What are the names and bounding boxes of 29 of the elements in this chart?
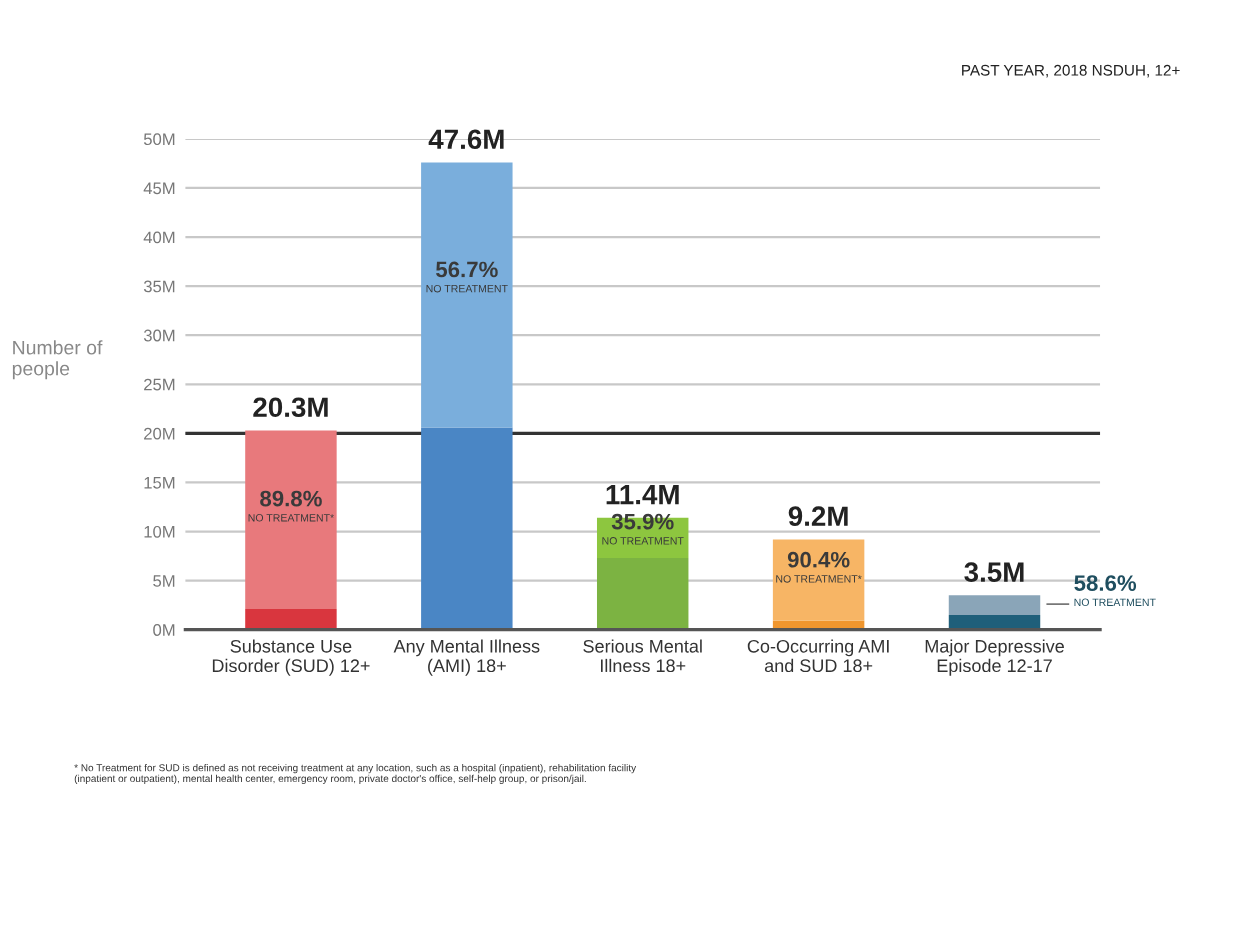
- y-tick-label: 30M: [143, 329, 175, 342]
- y-tick-label: 35M: [143, 280, 175, 293]
- y-tick-label: 50M: [143, 133, 175, 146]
- total-label: 11.4M: [606, 485, 679, 505]
- y-tick-label: 25M: [144, 378, 175, 391]
- x-tick-label: Serious Mental Illness 18+: [583, 639, 702, 673]
- y-tick-label: 5M: [153, 575, 175, 587]
- y-tick-label: 0M: [153, 624, 175, 636]
- total-label: 47.6M: [428, 129, 504, 150]
- bar: [772, 539, 865, 621]
- y-tick-label: 20M: [144, 427, 175, 440]
- total-label: 3.5M: [964, 562, 1024, 583]
- x-tick-label: Co-Occurring AMI and SUD 18+: [747, 639, 889, 673]
- total-label: 20.3M: [253, 397, 328, 418]
- bar: [596, 558, 689, 630]
- bar: [421, 427, 513, 630]
- bar: [245, 609, 337, 630]
- y-tick-label: 45M: [143, 182, 175, 195]
- x-tick-label: Any Mental Illness (AMI) 18+: [393, 639, 540, 676]
- y-tick-label: 15M: [144, 477, 175, 489]
- bar: [421, 162, 513, 428]
- bar: [245, 430, 337, 610]
- x-tick-label: Major Depressive Episode 12-17: [925, 639, 1064, 676]
- y-axis-title: Number of people: [12, 340, 103, 380]
- x-tick-label: Substance Use Disorder (SUD) 12+: [212, 639, 370, 676]
- bar: [948, 595, 1041, 615]
- y-tick-label: 10M: [144, 525, 175, 538]
- y-tick-label: 40M: [143, 231, 175, 244]
- total-label: 9.2M: [788, 506, 848, 527]
